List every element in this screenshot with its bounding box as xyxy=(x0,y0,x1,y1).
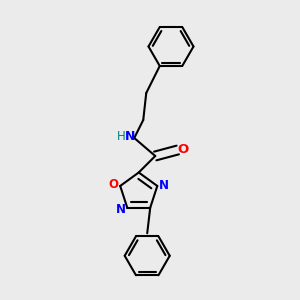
Text: N: N xyxy=(159,179,169,193)
Text: O: O xyxy=(109,178,118,191)
Text: H: H xyxy=(117,130,126,143)
Text: O: O xyxy=(178,143,189,156)
Text: N: N xyxy=(124,130,135,143)
Text: N: N xyxy=(116,203,126,216)
